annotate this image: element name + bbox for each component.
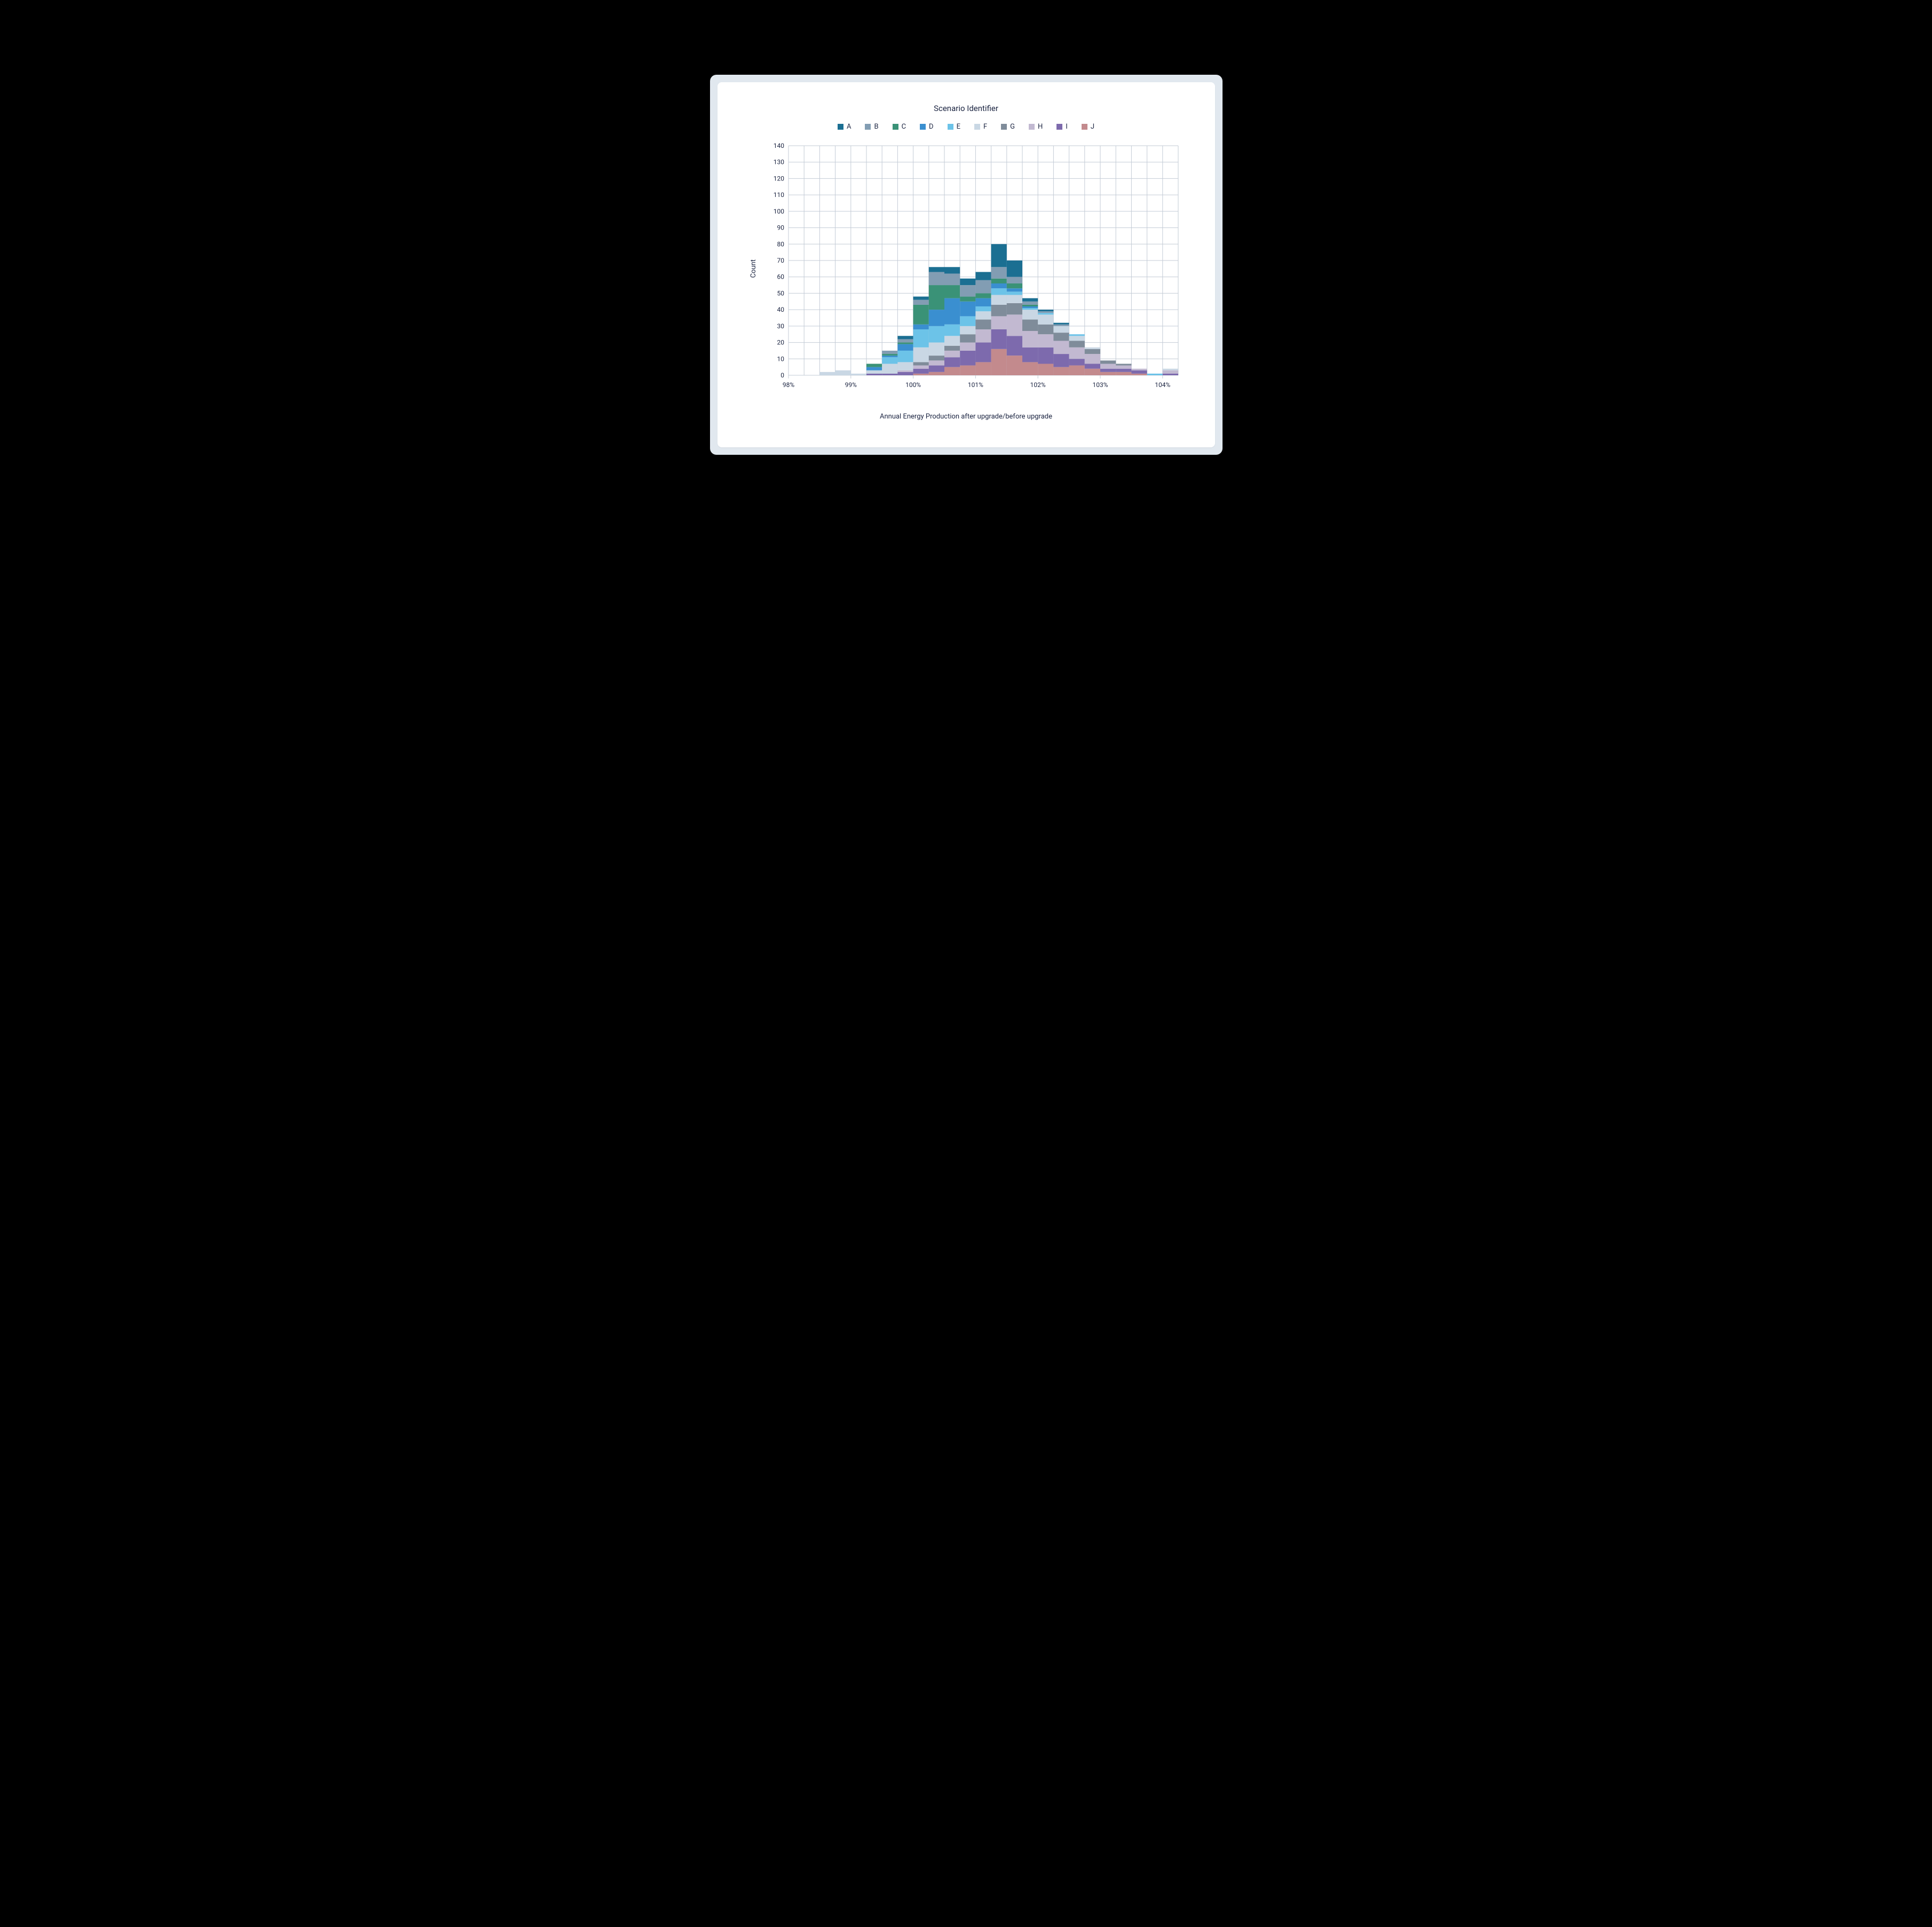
svg-text:0: 0 (780, 372, 784, 379)
legend-swatch-I (1056, 124, 1062, 130)
svg-text:10: 10 (777, 355, 784, 362)
legend-label-F: F (983, 123, 987, 131)
legend-item-G: G (1001, 123, 1015, 131)
svg-text:140: 140 (773, 142, 784, 149)
svg-text:80: 80 (777, 240, 784, 248)
legend-label-B: B (874, 123, 878, 131)
legend-swatch-F (974, 124, 980, 130)
svg-text:120: 120 (773, 175, 784, 182)
legend-swatch-C (893, 124, 898, 130)
svg-text:99%: 99% (845, 381, 856, 389)
x-axis-label: Annual Energy Production after upgrade/b… (750, 413, 1183, 421)
legend-item-B: B (865, 123, 878, 131)
legend-swatch-D (920, 124, 926, 130)
legend-swatch-E (948, 124, 953, 130)
legend-label-D: D (929, 123, 934, 131)
legend-label-H: H (1038, 123, 1043, 131)
svg-text:50: 50 (777, 289, 784, 297)
svg-text:30: 30 (777, 322, 784, 330)
legend-item-E: E (948, 123, 960, 131)
card-frame: Scenario Identifier A B C D E F G H I J Count 0 10… (710, 75, 1223, 455)
legend-swatch-G (1001, 124, 1007, 130)
legend-label-I: I (1066, 123, 1068, 131)
legend-label-E: E (957, 123, 960, 131)
stacked-histogram: 0 10 20 30 40 50 60 70 80 90 100 110 120 130 140 98% 99%… (762, 140, 1183, 397)
y-axis-label: Count (750, 259, 758, 278)
svg-text:100%: 100% (905, 381, 921, 389)
svg-text:110: 110 (773, 191, 784, 199)
svg-text:20: 20 (777, 339, 784, 346)
svg-text:40: 40 (777, 306, 784, 313)
legend-swatch-H (1029, 124, 1035, 130)
chart-wrap: Count 0 10 20 30 40 50 60 70 80 90 100 110 120 130 140… (750, 140, 1183, 397)
svg-text:100: 100 (773, 208, 784, 215)
legend-label-J: J (1091, 123, 1094, 131)
svg-text:104%: 104% (1155, 381, 1170, 389)
legend-label-C: C (902, 123, 906, 131)
svg-text:130: 130 (773, 159, 784, 166)
legend-swatch-J (1082, 124, 1087, 130)
chart-legend: A B C D E F G H I J (750, 123, 1183, 131)
svg-text:102%: 102% (1030, 381, 1045, 389)
page-outer: Scenario Identifier A B C D E F G H I J Count 0 10… (0, 0, 1932, 530)
svg-text:98%: 98% (782, 381, 794, 389)
legend-label-A: A (847, 123, 851, 131)
legend-item-A: A (838, 123, 851, 131)
legend-label-G: G (1010, 123, 1015, 131)
svg-text:101%: 101% (967, 381, 983, 389)
svg-text:60: 60 (777, 273, 784, 281)
legend-item-I: I (1056, 123, 1068, 131)
legend-swatch-A (838, 124, 843, 130)
svg-text:103%: 103% (1092, 381, 1108, 389)
legend-swatch-B (865, 124, 871, 130)
legend-item-D: D (920, 123, 934, 131)
legend-item-C: C (893, 123, 906, 131)
chart-title: Scenario Identifier (750, 104, 1183, 113)
card-inner: Scenario Identifier A B C D E F G H I J Count 0 10… (717, 82, 1215, 447)
legend-item-J: J (1082, 123, 1094, 131)
svg-text:90: 90 (777, 224, 784, 232)
legend-item-F: F (974, 123, 987, 131)
svg-text:70: 70 (777, 257, 784, 264)
legend-item-H: H (1029, 123, 1043, 131)
